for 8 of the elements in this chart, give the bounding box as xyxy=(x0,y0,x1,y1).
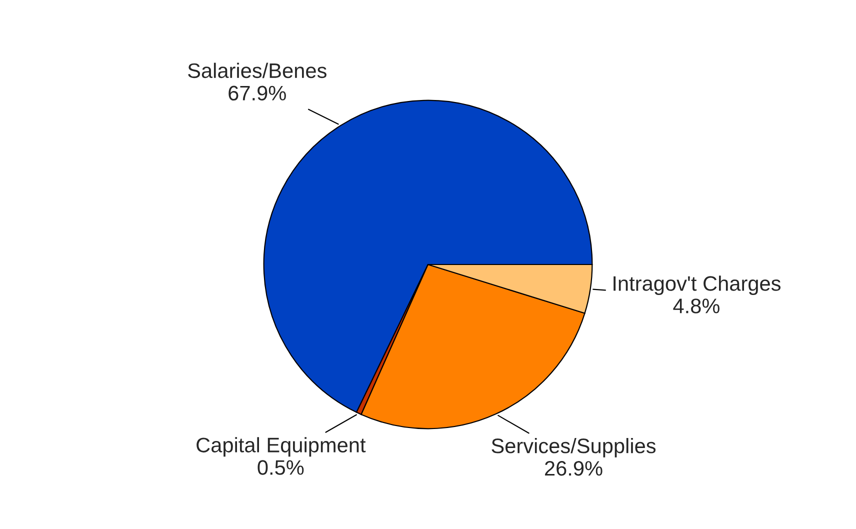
slice-label: Services/Supplies xyxy=(492,438,656,458)
slice-label: Salaries/Benes xyxy=(188,62,326,78)
data-label: 4.8% xyxy=(673,298,720,314)
slice-label: Capital Equipment xyxy=(196,437,366,457)
data-label: 0.5% xyxy=(258,460,304,475)
data-label: 67.9% xyxy=(228,86,286,101)
slice-label: Intragov't Charges xyxy=(614,276,781,296)
data-label: 26.9% xyxy=(545,460,602,476)
